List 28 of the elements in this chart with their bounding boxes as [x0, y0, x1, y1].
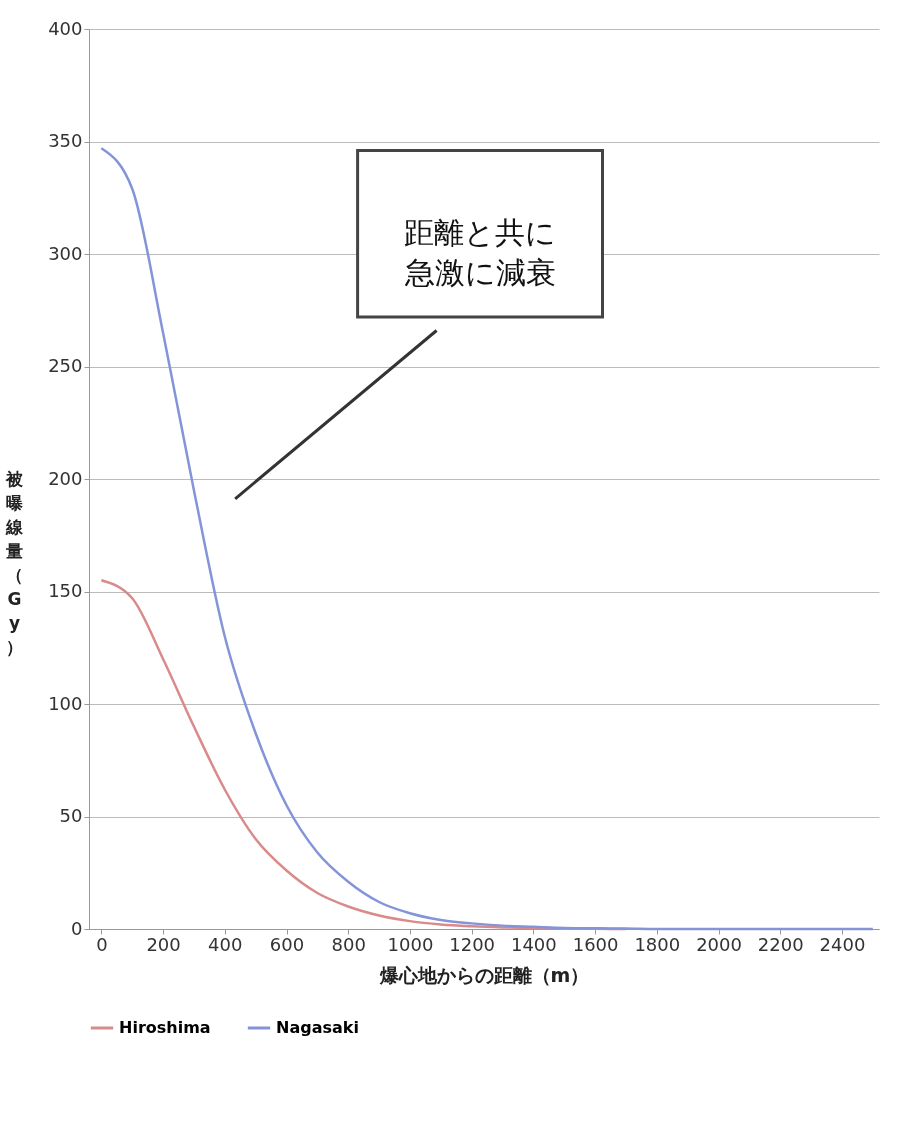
y-tick-label: 400	[48, 17, 83, 39]
annotation: 距離と共に急激に減衰	[403, 214, 557, 290]
x-tick-label: 1600	[572, 933, 619, 955]
y-tick-label: 300	[48, 242, 83, 264]
x-tick-label: 1800	[634, 933, 681, 955]
y-tick-label: 50	[59, 805, 83, 826]
x-tick-label: 1400	[510, 933, 557, 955]
y-tick-label: 150	[48, 580, 83, 601]
y-tick-label: 200	[48, 467, 83, 489]
x-tick-label: 2200	[757, 933, 804, 955]
x-tick-label: 0	[96, 933, 108, 955]
line-series	[100, 147, 875, 931]
y-axis-title: 被曝線量（Gy）	[5, 468, 24, 657]
legend-label: Hiroshima	[119, 1018, 211, 1037]
x-tick-label: 200	[146, 933, 181, 955]
x-tick-label: 1000	[387, 933, 434, 955]
x-tick-label: 2400	[819, 933, 866, 955]
legend-label: Nagasaki	[276, 1018, 359, 1037]
y-tick-label: 250	[48, 355, 83, 376]
x-tick-label: 1200	[449, 933, 496, 955]
x-tick-label: 400	[208, 933, 243, 955]
y-tick-label: 350	[48, 130, 83, 151]
y-tick-label: 100	[48, 692, 83, 714]
x-tick-label: 2000	[696, 933, 742, 955]
x-tick-label: 600	[269, 933, 305, 955]
y-tick-label: 0	[71, 917, 83, 939]
x-axis-title: 爆心地からの距離（m）	[378, 963, 590, 986]
x-tick-label: 800	[331, 933, 366, 955]
